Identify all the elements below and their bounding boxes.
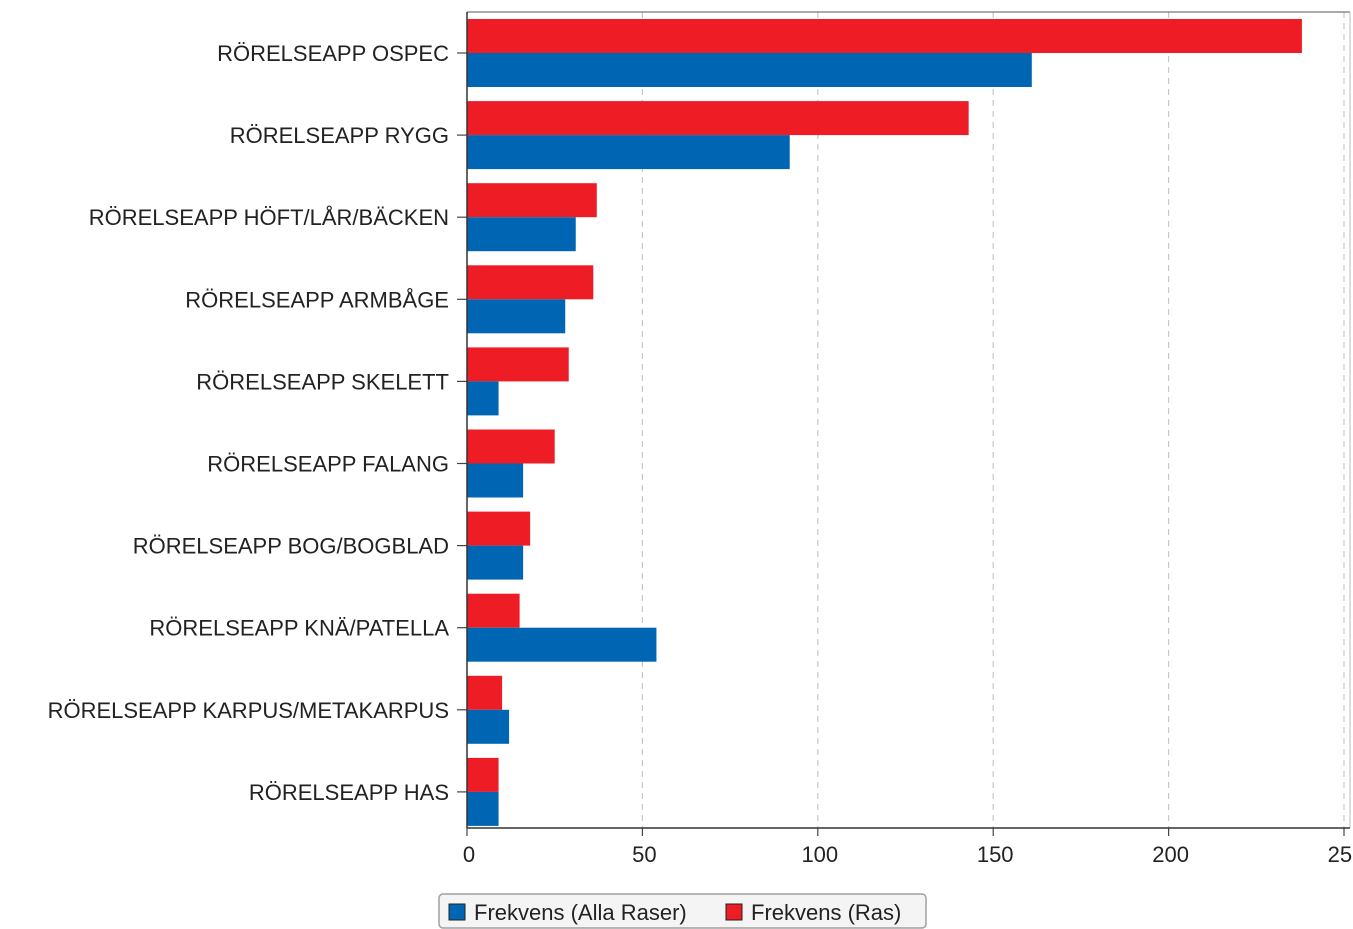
bar-ras bbox=[467, 265, 594, 300]
bar-alla-raser bbox=[467, 791, 499, 826]
category-label: RÖRELSEAPP KARPUS/METAKARPUS bbox=[48, 698, 449, 723]
bar-alla-raser bbox=[467, 463, 524, 498]
legend-label: Frekvens (Ras) bbox=[751, 900, 901, 925]
category-label: RÖRELSEAPP RYGG bbox=[230, 123, 449, 148]
legend: Frekvens (Alla Raser) Frekvens (Ras) bbox=[438, 893, 927, 929]
category-label: RÖRELSEAPP KNÄ/PATELLA bbox=[149, 616, 449, 641]
bar-alla-raser bbox=[467, 545, 524, 580]
bar-ras bbox=[467, 511, 531, 546]
x-tick-label: 100 bbox=[801, 842, 838, 867]
bar-alla-raser bbox=[467, 217, 576, 252]
category-label: RÖRELSEAPP OSPEC bbox=[217, 41, 449, 66]
legend-swatch bbox=[725, 903, 743, 921]
category-label: RÖRELSEAPP ARMBÅGE bbox=[185, 287, 449, 312]
bars bbox=[467, 19, 1302, 826]
bar-ras bbox=[467, 593, 520, 628]
bar-ras bbox=[467, 347, 569, 382]
category-label: RÖRELSEAPP SKELETT bbox=[196, 369, 449, 394]
legend-swatch bbox=[448, 903, 466, 921]
bar-alla-raser bbox=[467, 53, 1032, 87]
labels: 0 50 100 150 200 250 RÖRELSEAPP OSPEC RÖRELSEAP… bbox=[48, 41, 1353, 867]
legend-box bbox=[438, 893, 927, 929]
axes bbox=[457, 11, 1351, 836]
bar-ras bbox=[467, 675, 503, 710]
bar-ras bbox=[467, 757, 499, 792]
x-tick-label: 250 bbox=[1328, 842, 1353, 867]
category-label: RÖRELSEAPP HAS bbox=[249, 780, 449, 805]
bar-alla-raser bbox=[467, 709, 510, 744]
legend-label: Frekvens (Alla Raser) bbox=[474, 900, 687, 925]
x-tick-label: 200 bbox=[1152, 842, 1189, 867]
bar-alla-raser bbox=[467, 299, 566, 334]
x-tick-label: 50 bbox=[632, 842, 656, 867]
bar-alla-raser bbox=[467, 381, 499, 416]
bar-alla-raser bbox=[467, 627, 657, 662]
bar-alla-raser bbox=[467, 135, 790, 170]
bar-ras bbox=[467, 429, 555, 464]
bar-ras bbox=[467, 19, 1302, 53]
category-label: RÖRELSEAPP HÖFT/LÅR/BÄCKEN bbox=[89, 205, 449, 230]
category-label: RÖRELSEAPP BOG/BOGBLAD bbox=[133, 534, 449, 559]
x-tick-label: 0 bbox=[463, 842, 475, 867]
category-label: RÖRELSEAPP FALANG bbox=[207, 452, 449, 477]
bar-ras bbox=[467, 101, 969, 136]
x-tick-label: 150 bbox=[977, 842, 1014, 867]
bar-ras bbox=[467, 183, 597, 218]
